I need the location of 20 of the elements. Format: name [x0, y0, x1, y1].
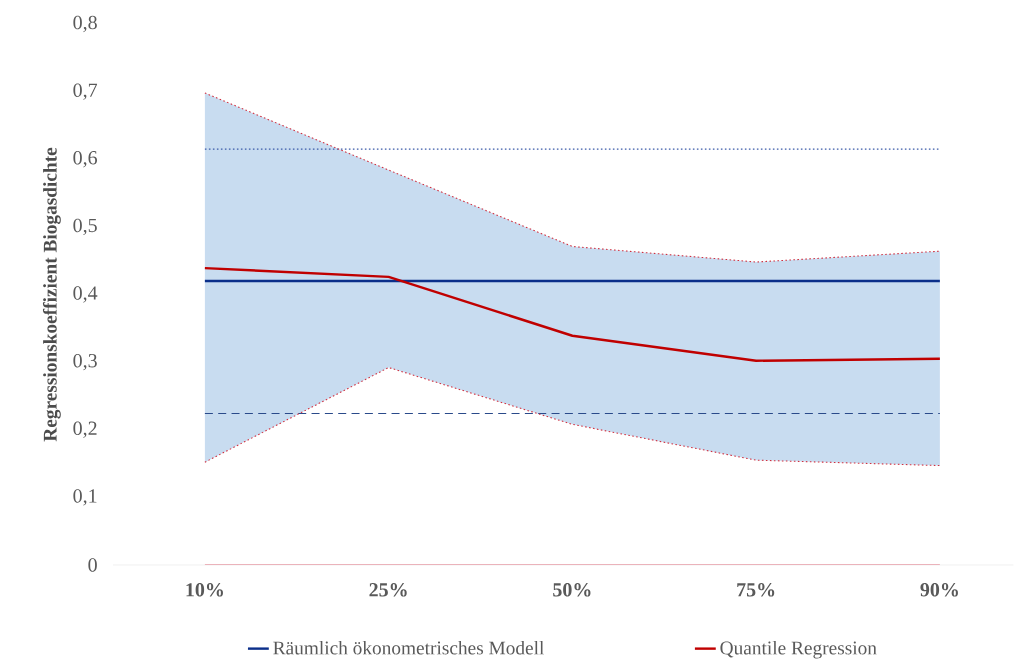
y-tick-label: 0,3: [73, 353, 97, 371]
y-tick-label: 0,1: [73, 489, 97, 506]
y-tick-label: 0,7: [73, 83, 98, 100]
line-series: [203, 266, 942, 362]
x-tick-label: 25%: [369, 583, 407, 597]
x-tick-label: 75%: [737, 583, 775, 597]
legend-label: Räumlich ökonometrisches Modell: [273, 640, 544, 655]
y-tick-label: 0,8: [73, 15, 97, 33]
y-tick-label: 0: [88, 558, 97, 572]
y-axis-title: Regressionskoeffizient Biogasdichte: [42, 147, 61, 442]
x-tick-label: 10%: [186, 583, 223, 597]
y-tick-label: 0,2: [73, 421, 97, 438]
line-series: [204, 366, 941, 467]
y-tick-label: 0,4: [73, 286, 98, 303]
line-series: [204, 92, 941, 263]
y-tick-label: 0,6: [73, 151, 98, 168]
x-tick-label: 90%: [920, 583, 958, 597]
x-tick-label: 50%: [553, 583, 591, 597]
legend-label: Quantile Regression: [720, 640, 877, 659]
y-tick-label: 0,5: [73, 218, 97, 236]
